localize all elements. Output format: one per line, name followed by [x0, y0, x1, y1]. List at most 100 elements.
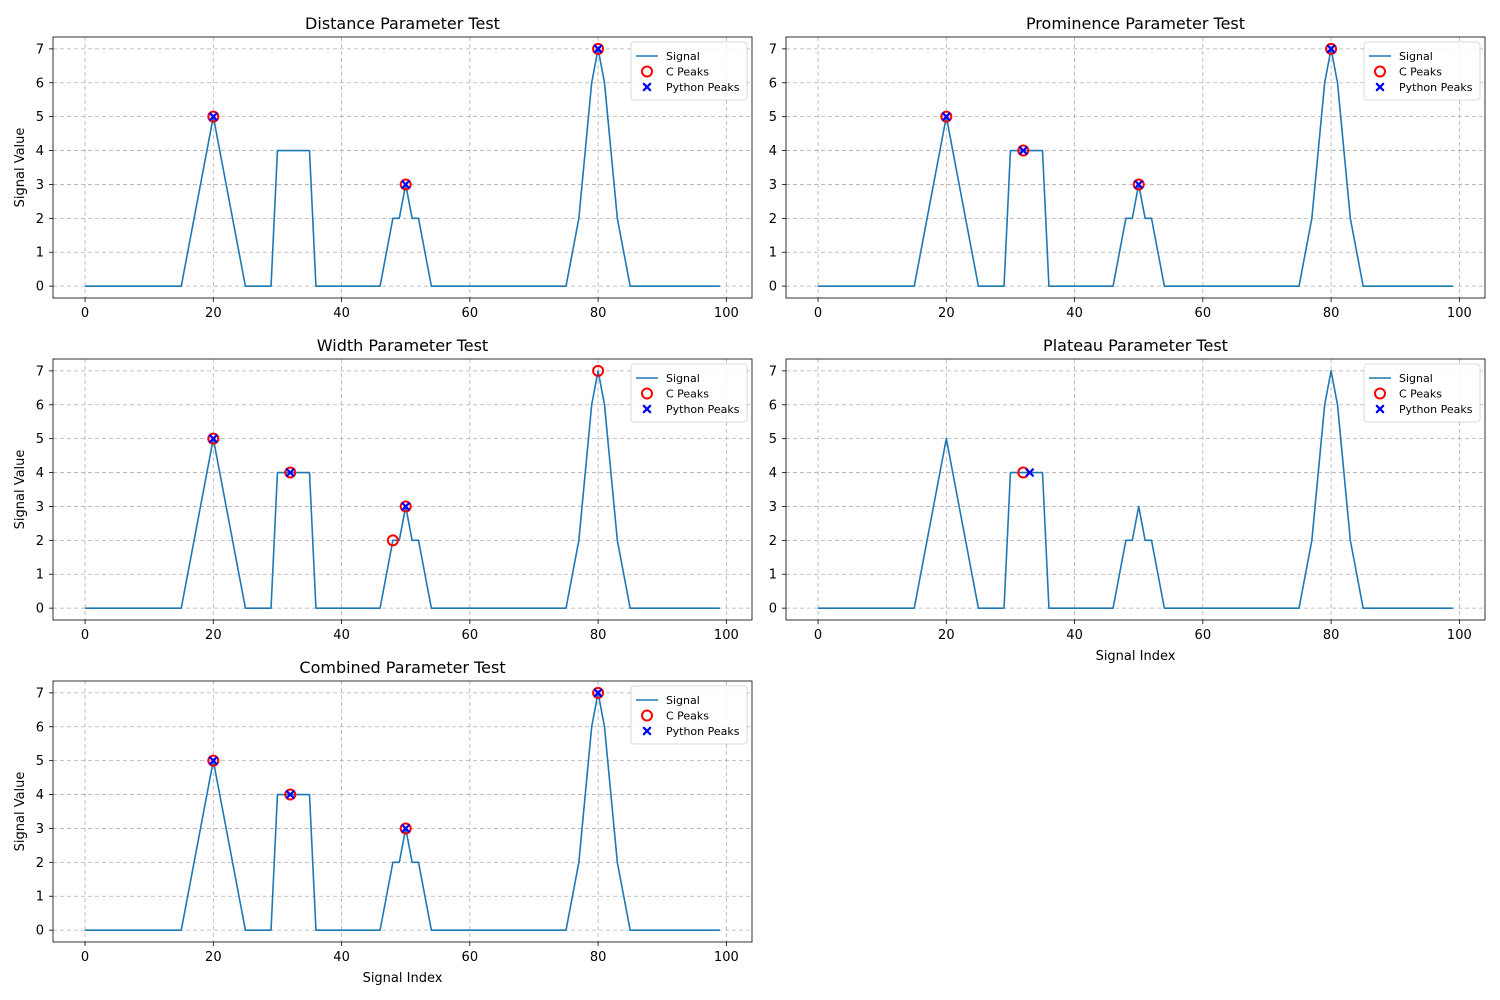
y-tick-label: 2 [769, 212, 777, 227]
python-peak-marker [1025, 468, 1034, 477]
c-peak-marker [1017, 144, 1030, 157]
y-tick-label: 6 [769, 76, 777, 91]
x-tick-label: 0 [814, 628, 822, 643]
python-peak-marker [1134, 180, 1144, 189]
python-peak-marker [209, 112, 218, 121]
subplot-title: Width Parameter Test [317, 336, 488, 355]
subplot-title: Plateau Parameter Test [1043, 336, 1228, 355]
x-tick-label: 20 [205, 628, 222, 643]
y-tick-label: 7 [36, 364, 44, 379]
x-tick-label: 20 [205, 306, 222, 321]
legend-c-peaks-label: C Peaks [1399, 66, 1442, 79]
axes-frame [52, 680, 753, 943]
legend-python-peaks-label: Python Peaks [666, 81, 740, 94]
x-tick-label: 60 [462, 306, 479, 321]
x-axis-label: Signal Index [363, 971, 443, 986]
c-peak-marker [399, 822, 412, 835]
legend: Signal C Peaks Python Peaks [630, 685, 748, 745]
c-peak-marker [399, 178, 412, 191]
signal-line [818, 48, 1453, 287]
c-peak-marker [592, 42, 605, 55]
y-tick-label: 3 [36, 822, 44, 837]
y-tick-label: 5 [36, 110, 44, 125]
x-tick-label: 20 [938, 306, 955, 321]
legend-box [630, 41, 748, 101]
signal-line [85, 48, 720, 287]
legend-c-peaks-label: C Peaks [1399, 388, 1442, 401]
y-tick-label: 4 [769, 466, 777, 481]
y-tick-label: 6 [36, 398, 44, 413]
y-tick-label: 4 [36, 144, 44, 159]
y-axis-label: Signal Value [13, 128, 28, 208]
python-peak-marker [285, 790, 295, 799]
y-tick-label: 5 [36, 754, 44, 769]
c-peak-marker [592, 686, 605, 699]
c-peak-marker [1325, 42, 1338, 55]
y-tick-label: 0 [36, 280, 44, 295]
legend-python-peaks-swatch [642, 82, 652, 92]
x-tick-label: 20 [938, 628, 955, 643]
legend-c-peaks-label: C Peaks [666, 388, 709, 401]
y-tick-label: 7 [769, 364, 777, 379]
y-tick-label: 2 [769, 534, 777, 549]
legend-signal-label: Signal [666, 694, 700, 707]
c-peak-marker [284, 466, 297, 479]
axes-frame [785, 36, 1486, 299]
y-tick-label: 2 [36, 212, 44, 227]
y-tick-label: 7 [36, 686, 44, 701]
python-peak-marker [1018, 146, 1028, 155]
y-tick-label: 3 [36, 500, 44, 515]
subplot-4: 0 20 40 60 80 100 0 1 2 3 4 5 6 7 Plateau Parameter Te… [769, 336, 1486, 664]
python-peak-marker [401, 502, 411, 511]
x-tick-label: 40 [333, 628, 350, 643]
legend-box [1363, 363, 1481, 423]
x-tick-label: 100 [714, 950, 739, 965]
c-peak-marker [940, 110, 953, 123]
y-axis-label: Signal Value [13, 450, 28, 530]
subplot-title: Combined Parameter Test [299, 658, 505, 677]
x-tick-label: 80 [590, 950, 607, 965]
y-tick-label: 1 [769, 246, 777, 261]
x-axis-label: Signal Index [1096, 649, 1176, 664]
legend-c-peaks-swatch [641, 709, 653, 722]
legend-python-peaks-label: Python Peaks [666, 725, 740, 738]
legend-box [630, 685, 748, 745]
y-tick-label: 0 [769, 602, 777, 617]
subplot-2: 0 20 40 60 80 100 0 1 2 3 4 5 6 7 Prominence Parameter… [769, 14, 1486, 321]
y-tick-label: 1 [36, 568, 44, 583]
y-tick-label: 1 [36, 890, 44, 905]
legend: Signal C Peaks Python Peaks [1363, 363, 1481, 423]
x-tick-label: 80 [590, 628, 607, 643]
python-peak-marker [593, 44, 603, 54]
python-peak-marker [285, 468, 295, 477]
y-tick-label: 0 [36, 602, 44, 617]
x-tick-label: 60 [1195, 306, 1212, 321]
x-tick-label: 0 [81, 628, 89, 643]
legend-c-peaks-swatch [641, 387, 653, 400]
legend-python-peaks-swatch [642, 404, 652, 414]
c-peak-marker [399, 500, 412, 513]
signal-line [85, 370, 720, 609]
axes-frame [52, 36, 753, 299]
c-peak-marker [386, 534, 399, 547]
y-tick-label: 5 [769, 432, 777, 447]
c-peak-marker [207, 110, 220, 123]
y-tick-label: 5 [769, 110, 777, 125]
y-tick-label: 0 [769, 280, 777, 295]
signal-line [818, 370, 1453, 609]
legend-box [630, 363, 748, 423]
legend-c-peaks-swatch [641, 65, 653, 78]
legend-signal-label: Signal [1399, 372, 1433, 385]
y-tick-label: 7 [769, 42, 777, 57]
legend: Signal C Peaks Python Peaks [630, 363, 748, 423]
x-tick-label: 0 [81, 306, 89, 321]
legend-signal-label: Signal [666, 50, 700, 63]
c-peak-marker [1132, 178, 1145, 191]
python-peak-marker [942, 112, 951, 121]
x-tick-label: 100 [714, 306, 739, 321]
x-tick-label: 40 [1066, 306, 1083, 321]
x-tick-label: 0 [814, 306, 822, 321]
python-peak-marker [209, 756, 218, 765]
y-tick-label: 6 [36, 76, 44, 91]
subplot-1: 0 20 40 60 80 100 0 1 2 3 4 5 6 7 Distance Parameter T… [13, 14, 753, 321]
